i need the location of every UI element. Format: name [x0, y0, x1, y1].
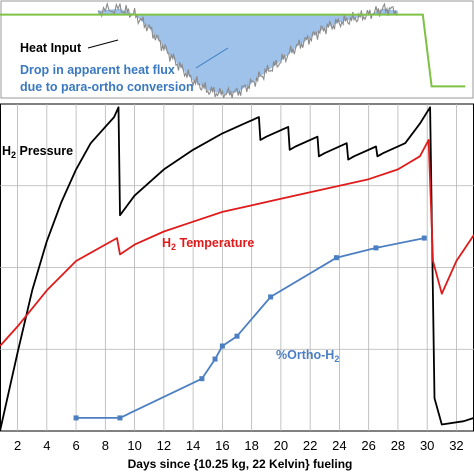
ortho-point-6	[268, 294, 274, 300]
measured-heat-flux-line	[97, 1, 398, 99]
x-axis-label: Days since {10.25 kg, 22 Kelvin} fueling	[128, 457, 353, 471]
x-tick-label-4: 10	[127, 438, 141, 453]
drop-annotation-arrow	[195, 47, 229, 69]
grid	[0, 104, 474, 431]
pressure-line	[0, 106, 474, 432]
x-tick-label-7: 16	[215, 438, 229, 453]
x-tick-label-14: 30	[420, 438, 434, 453]
heat-input-label: Heat Input	[20, 41, 82, 55]
series-label-ortho: %Ortho-H2	[276, 348, 339, 364]
x-tick-label-5: 12	[157, 438, 171, 453]
drop-annotation-line1: Drop in apparent heat flux	[20, 63, 175, 77]
x-tick-label-2: 6	[72, 438, 79, 453]
x-tick-label-0: 2	[14, 438, 21, 453]
ortho-point-0	[73, 415, 79, 421]
top-panel: Heat Input Drop in apparent heat flux du…	[0, 0, 474, 99]
ortho-point-4	[219, 343, 225, 349]
ortho-point-5	[234, 333, 240, 339]
x-tick-label-11: 24	[332, 438, 346, 453]
ortho-point-7	[333, 255, 339, 261]
x-tick-label-10: 22	[303, 438, 317, 453]
series-label-temperature: H2 Temperature	[162, 236, 254, 252]
x-tick-label-12: 26	[361, 438, 375, 453]
x-tick-label-3: 8	[102, 438, 109, 453]
heat-flux-drop-area	[98, 8, 398, 95]
heat-input-line	[0, 13, 466, 88]
drop-annotation-line2: due to para-ortho conversion	[20, 80, 194, 94]
ortho-point-9	[421, 235, 427, 241]
x-tick-label-15: 32	[449, 438, 463, 453]
x-tick-label-13: 28	[391, 438, 405, 453]
ortho-point-8	[373, 245, 379, 251]
heat-input-arrow	[87, 39, 119, 49]
x-tick-label-8: 18	[244, 438, 258, 453]
x-tick-label-6: 14	[186, 438, 200, 453]
x-tick-label-1: 4	[43, 438, 50, 453]
ortho-point-2	[199, 376, 205, 382]
x-tick-label-9: 20	[274, 438, 288, 453]
temperature-line	[0, 139, 474, 347]
ortho-line	[76, 237, 425, 419]
ortho-point-3	[212, 356, 218, 362]
ortho-point-1	[117, 415, 123, 421]
series-label-pressure: H2 Pressure	[2, 144, 73, 160]
bottom-panel: 2 4 6 8 10 12 14 16 18 20 22 24 26 28 30 32 H2 Pressure…	[0, 103, 474, 471]
